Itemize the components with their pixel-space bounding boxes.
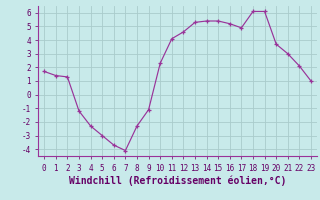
X-axis label: Windchill (Refroidissement éolien,°C): Windchill (Refroidissement éolien,°C): [69, 175, 286, 186]
